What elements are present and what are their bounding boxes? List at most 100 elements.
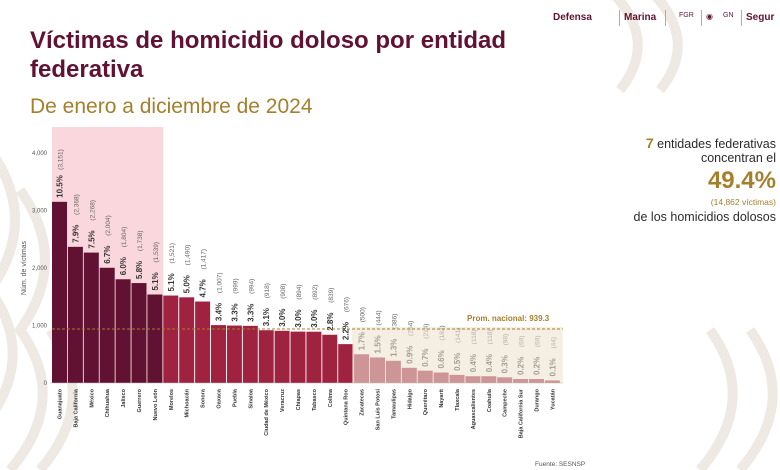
bar — [290, 331, 306, 383]
bar-count-label: (2,268) — [89, 200, 96, 221]
bar-count-label: (999) — [232, 278, 239, 293]
category-label: Aguascalientes — [471, 389, 477, 429]
chart-title: Víctimas de homicidio doloso por entidad… — [30, 27, 507, 83]
category-label: Michoacán — [185, 388, 191, 417]
y-tick-label: 3,000 — [32, 209, 48, 215]
bar — [67, 246, 83, 383]
bar — [274, 330, 290, 383]
bar — [306, 331, 322, 383]
bar-count-label: (839) — [328, 288, 335, 303]
summary-percent: 49.4% — [707, 167, 776, 194]
bar — [131, 283, 147, 383]
bar-percent-label: 3.1% — [262, 308, 271, 326]
category-label: Hidalgo — [407, 388, 413, 409]
summary-note: 7 entidades federativas concentran el 49… — [596, 135, 776, 224]
bar-percent-label: 3.3% — [246, 304, 255, 322]
category-label: Yucatán — [550, 388, 556, 410]
reference-label: Prom. nacional: 939.3 — [467, 314, 550, 323]
bar-count-label: (918) — [264, 283, 271, 298]
category-label: Ciudad de México — [264, 388, 270, 435]
category-label: Tabasco — [312, 388, 318, 411]
bar — [195, 301, 211, 383]
category-label: Veracruz — [280, 389, 286, 412]
bar-percent-label: 5.1% — [151, 272, 160, 290]
y-tick-label: 0 — [44, 381, 48, 387]
bar — [52, 201, 67, 383]
bar-percent-label: 5.0% — [183, 275, 192, 293]
logo-defensa: Defensa — [553, 12, 592, 23]
category-label: Chiapas — [296, 389, 302, 410]
bar-count-label: (1,521) — [169, 243, 176, 264]
summary-victims: (14,862 víctimas) — [710, 197, 776, 207]
category-label: Tlaxcala — [455, 388, 461, 411]
category-label: Jalisco — [121, 388, 127, 407]
category-label: Puebla — [232, 388, 238, 407]
category-label: Quintana Roo — [344, 388, 350, 425]
logo-fgr: FGR — [679, 12, 694, 19]
logo-gn: GN — [723, 12, 734, 19]
category-label: Durango — [535, 388, 541, 411]
bar-count-label: (1,007) — [217, 272, 224, 293]
bar-percent-label: 3.0% — [294, 309, 303, 327]
bar — [147, 294, 163, 383]
logo-marina: Marina — [624, 12, 657, 23]
category-label: Sinaloa — [248, 388, 254, 409]
bar-count-label: (676) — [344, 297, 351, 312]
category-label: Coahuila — [487, 388, 493, 412]
category-label: México — [89, 388, 95, 407]
summary-line1: entidades federativas — [657, 137, 776, 151]
bar-count-label: (892) — [312, 285, 319, 300]
bar-percent-label: 3.4% — [215, 303, 224, 321]
category-label: Guerrero — [137, 388, 143, 412]
summary-line3: de los homicidios dolosos — [633, 210, 776, 224]
bar-percent-label: 7.9% — [71, 225, 80, 243]
bar — [242, 325, 258, 383]
y-tick-label: 2,000 — [32, 266, 48, 272]
bar — [163, 295, 179, 383]
category-label: Querétaro — [423, 388, 429, 415]
category-label: Sonora — [201, 388, 207, 408]
summary-line2: concentran el — [700, 151, 776, 165]
category-label: Baja California — [73, 388, 79, 427]
bar-count-label: (2,004) — [105, 215, 112, 236]
bar — [115, 279, 131, 383]
bar-percent-label: 2.8% — [326, 313, 335, 331]
bar-count-label: (444) — [376, 310, 383, 325]
category-label: Oaxaca — [217, 388, 223, 409]
bar — [258, 330, 274, 383]
seal-icon: ◉ — [706, 12, 713, 21]
bar-count-label: (994) — [248, 279, 255, 294]
bar — [322, 334, 338, 383]
bar-percent-label: 7.5% — [87, 230, 96, 248]
y-tick-label: 4,000 — [32, 151, 48, 157]
category-label: Morelos — [169, 389, 175, 410]
chart-subtitle: De enero a diciembre de 2024 — [30, 95, 313, 118]
bar-percent-label: 5.1% — [167, 273, 176, 291]
bar-count-label: (1,804) — [121, 227, 128, 248]
summary-count: 7 — [645, 135, 654, 151]
bar-percent-label: 3.3% — [230, 303, 239, 321]
category-label: Guanajuato — [58, 388, 64, 419]
category-label: Chihuahua — [105, 388, 111, 417]
bar-count-label: (1,539) — [153, 242, 160, 263]
bar-percent-label: 6.7% — [103, 246, 112, 264]
category-label: Colima — [328, 388, 334, 407]
bar-percent-label: 5.8% — [135, 261, 144, 279]
category-label: Baja California Sur — [519, 388, 525, 438]
category-label: Tamaulipas — [391, 389, 397, 419]
reference-region — [352, 326, 563, 383]
bar-count-label: (500) — [360, 307, 367, 322]
bar-percent-label: 4.7% — [199, 279, 208, 297]
institution-logos: Defensa Marina FGR ◉ GN Segur — [553, 8, 780, 28]
source-note: Fuente: SESNSP — [535, 461, 586, 468]
bar — [99, 267, 115, 383]
bar-count-label: (908) — [280, 284, 287, 299]
category-label: Nayarit — [439, 389, 445, 408]
bar — [83, 252, 99, 383]
y-tick-label: 1,000 — [32, 324, 48, 330]
bar-percent-label: 3.0% — [310, 309, 319, 327]
category-label: Nuevo León — [153, 388, 159, 420]
bar — [211, 325, 226, 383]
